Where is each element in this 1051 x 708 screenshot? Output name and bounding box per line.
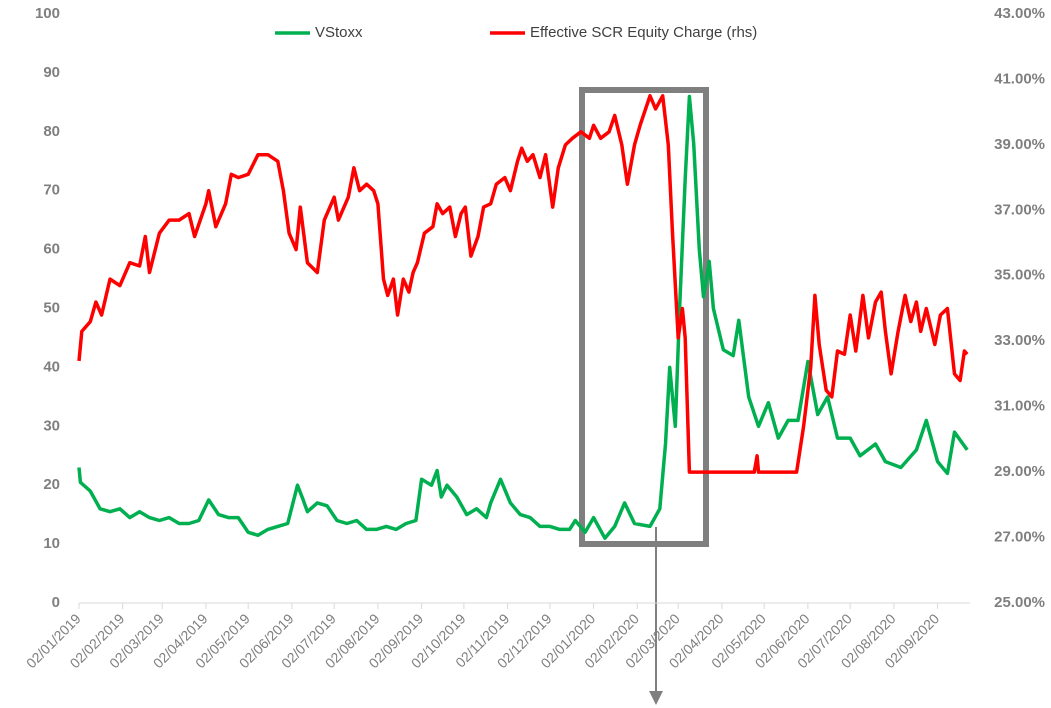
y-tick-label: 30	[43, 417, 60, 434]
y-tick-label: 50	[43, 299, 60, 316]
y-tick-label: 100	[35, 5, 60, 22]
y-tick-label: 90	[43, 64, 60, 81]
y-tick-label: 60	[43, 241, 60, 258]
y-tick-label: 70	[43, 182, 60, 199]
y2-tick-label: 25.00%	[994, 594, 1045, 611]
highlight-box	[579, 87, 709, 547]
y2-tick-label: 37.00%	[994, 201, 1045, 218]
y-tick-label: 20	[43, 476, 60, 493]
y-tick-label: 80	[43, 123, 60, 140]
y2-tick-label: 39.00%	[994, 136, 1045, 153]
legend-label: Effective SCR Equity Charge (rhs)	[530, 24, 757, 41]
y2-tick-label: 43.00%	[994, 5, 1045, 22]
y2-tick-label: 33.00%	[994, 332, 1045, 349]
legend-label: VStoxx	[315, 24, 363, 41]
arrow-head	[649, 691, 663, 705]
series-line	[77, 94, 969, 540]
y-tick-label: 10	[43, 535, 60, 552]
y2-tick-label: 35.00%	[994, 267, 1045, 284]
y-tick-label: 0	[52, 594, 60, 611]
series-line	[77, 94, 969, 474]
y2-tick-label: 27.00%	[994, 529, 1045, 546]
y2-tick-label: 41.00%	[994, 70, 1045, 87]
y2-tick-label: 29.00%	[994, 463, 1045, 480]
y-tick-label: 40	[43, 358, 60, 375]
y2-tick-label: 31.00%	[994, 398, 1045, 415]
